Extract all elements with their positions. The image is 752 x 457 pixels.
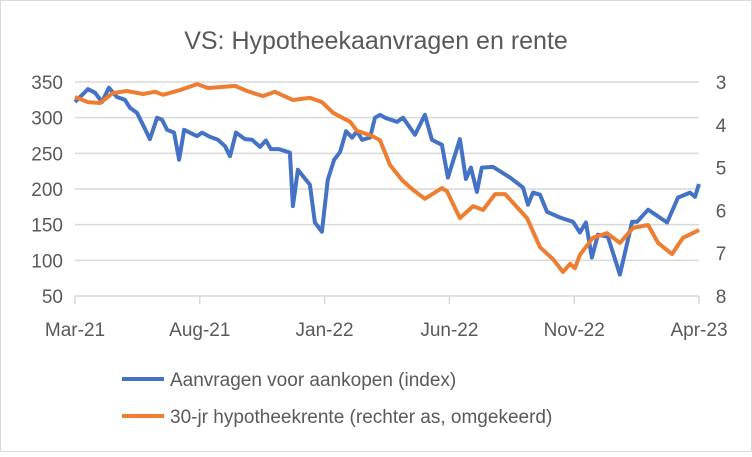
y-right-tick-label: 5	[716, 159, 727, 180]
y-left-tick-label: 100	[31, 251, 63, 272]
legend-label-2: 30-jr hypotheekrente (rechter as, omgeke…	[170, 407, 552, 428]
series-line-2	[74, 82, 700, 274]
y-right-tick-label: 6	[716, 201, 727, 222]
x-tick-label: Jan-22	[296, 320, 354, 341]
x-tick-label: Apr-23	[670, 320, 727, 341]
legend-label-1: Aanvragen voor aankopen (index)	[170, 370, 456, 391]
x-tick-label: Nov-22	[544, 320, 605, 341]
y-left-tick-label: 150	[31, 216, 63, 237]
y-right-tick-label: 7	[716, 244, 727, 265]
series-line-1	[73, 85, 701, 277]
y-left-tick-label: 50	[42, 287, 63, 308]
y-right-tick-label: 3	[716, 73, 727, 94]
x-tick-label: Jun-22	[420, 320, 478, 341]
x-tick-label: Mar-21	[45, 320, 105, 341]
y-left-tick-label: 250	[31, 144, 63, 165]
y-right-tick-label: 8	[716, 287, 727, 308]
chart-title: VS: Hypotheekaanvragen en rente	[184, 27, 568, 55]
y-left-tick-label: 300	[31, 109, 63, 130]
y-left-tick-label: 350	[31, 73, 63, 94]
y-left-tick-label: 200	[31, 180, 63, 201]
y-right-tick-label: 4	[716, 116, 727, 137]
x-tick-label: Aug-21	[169, 320, 230, 341]
